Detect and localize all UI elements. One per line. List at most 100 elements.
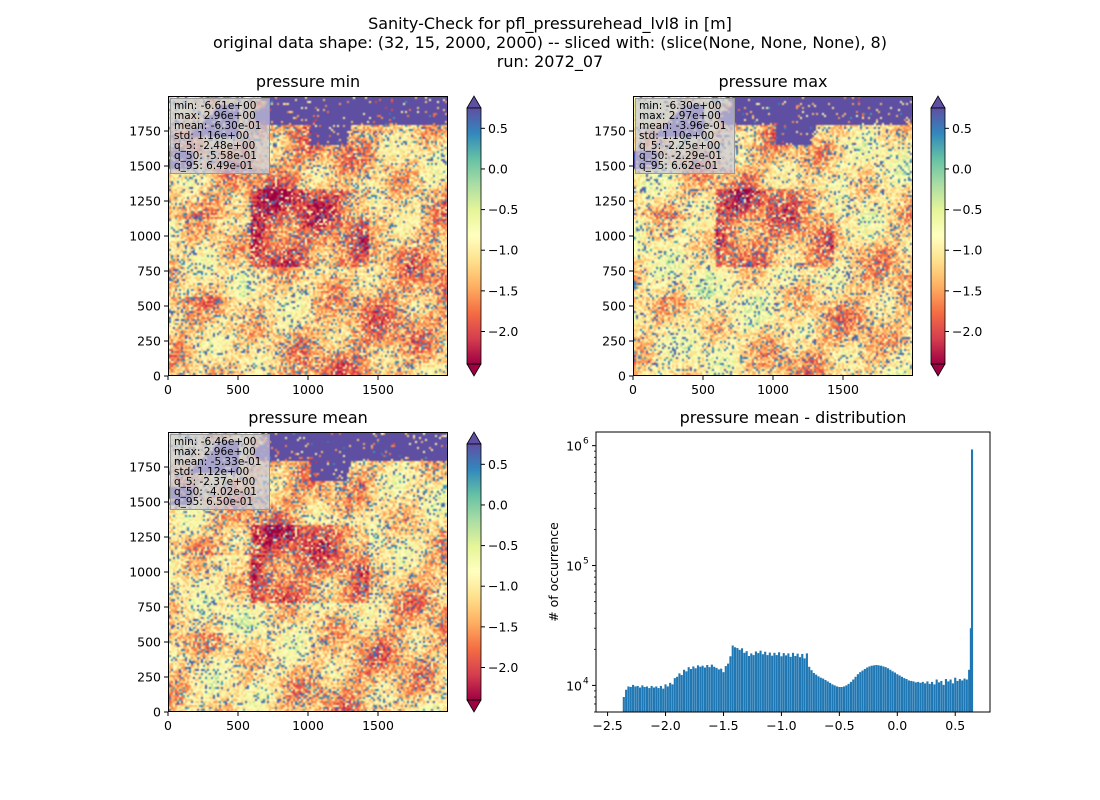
histogram-bar	[657, 688, 660, 712]
x-tick-label: 500	[226, 382, 250, 397]
histogram-bar	[645, 686, 649, 712]
stat-max: max: 2.96e+00	[174, 446, 256, 458]
histogram-bar	[754, 651, 757, 712]
histogram-bar	[919, 682, 922, 712]
colorbar	[930, 107, 946, 365]
histogram-bar	[873, 665, 876, 712]
subplot-title-pressure-mean: pressure mean	[248, 408, 368, 427]
histogram-bar	[912, 681, 915, 712]
stat-q50: q_50: -5.58e-01	[174, 150, 257, 162]
histogram-bar	[961, 680, 964, 712]
histogram-bar	[954, 677, 957, 712]
histogram-bar	[678, 673, 681, 712]
histogram-bar	[854, 676, 857, 712]
histogram-bar	[875, 664, 878, 712]
x-tick-label: 0	[629, 382, 637, 397]
stat-q95: q_95: 6.49e-01	[174, 160, 254, 172]
histogram-bar	[641, 685, 644, 712]
y-tick-label: 1750	[129, 460, 161, 475]
figure-title: Sanity-Check for pfl_pressurehead_lvl8 i…	[0, 14, 1100, 71]
histogram-bar	[900, 676, 903, 712]
colorbar-tick-label: −0.5	[952, 202, 982, 217]
histogram-bar	[926, 681, 929, 712]
subplot-title-pressure-min: pressure min	[255, 72, 361, 91]
y-tick-label: 10	[566, 439, 582, 454]
colorbar-extend-top	[930, 95, 946, 109]
histogram-bar	[750, 653, 753, 712]
histogram-bar	[824, 679, 827, 712]
histogram-bar	[965, 679, 968, 712]
heatmap-pressure-max: min: -6.30e+00 max: 2.97e+00 mean: -3.96…	[633, 96, 913, 376]
colorbar-tick-label: 0.5	[952, 121, 972, 136]
histogram-bar	[632, 684, 635, 712]
histogram-bar	[773, 652, 776, 712]
y-tick-label: 1500	[129, 159, 161, 174]
histogram-bar	[963, 678, 966, 712]
histogram-bar	[671, 684, 674, 712]
stat-q50: q_50: -2.29e-01	[639, 150, 722, 162]
colorbar-tick-label: 0.5	[488, 121, 508, 136]
histogram-bar	[775, 655, 778, 712]
histogram-bar	[650, 685, 653, 712]
y-tick-label: 1500	[594, 159, 626, 174]
histogram-bar	[655, 686, 658, 712]
histogram-bar	[817, 676, 820, 712]
histogram-bar	[687, 667, 690, 712]
histogram-bar	[676, 676, 679, 712]
histogram-bar	[789, 656, 792, 712]
y-axis-label: # of occurrence	[546, 522, 561, 622]
histogram-bar	[970, 449, 974, 712]
histogram-bar	[819, 677, 822, 712]
histogram-bar	[866, 667, 869, 712]
histogram-bar	[701, 665, 704, 712]
histogram-bar	[706, 664, 709, 712]
histogram-bar	[625, 689, 628, 712]
histogram-bar	[717, 669, 720, 712]
y-tick-label: 1250	[129, 530, 161, 545]
y-tick-label: 0	[618, 369, 626, 384]
histogram-bar	[689, 669, 693, 712]
colorbar-tick-label: −2.0	[488, 324, 518, 339]
x-tick-label: 1000	[292, 382, 324, 397]
y-tick-label: 250	[137, 334, 161, 349]
colorbar	[466, 443, 482, 701]
colorbar-extend-top	[466, 431, 482, 445]
colorbar-tick-label: −2.0	[952, 324, 982, 339]
colorbar-tick-label: −1.0	[488, 579, 518, 594]
subplot-title-distribution: pressure mean - distribution	[679, 408, 907, 427]
figure-title-line-3: run: 2072_07	[496, 52, 604, 71]
histogram-bar	[838, 686, 841, 712]
histogram-bar	[708, 667, 711, 712]
y-tick-label: 250	[137, 670, 161, 685]
stats-box-pressure-min: min: -6.61e+00 max: 2.96e+00 mean: -6.30…	[170, 98, 270, 174]
histogram-bar	[903, 678, 906, 712]
histogram-bar	[951, 683, 954, 712]
x-tick-label: 1500	[362, 718, 394, 733]
x-tick-label: −2.5	[592, 718, 622, 733]
histogram-bar	[831, 684, 834, 712]
histogram-bar	[798, 657, 802, 712]
y-tick-label: 750	[137, 264, 161, 279]
histogram-bar	[924, 683, 927, 712]
histogram-bar	[810, 670, 813, 712]
x-tick-label: 1500	[362, 382, 394, 397]
x-tick-label: 1500	[827, 382, 859, 397]
x-tick-label: 500	[226, 718, 250, 733]
stat-mean: mean: -3.96e-01	[639, 120, 727, 132]
histogram-bar	[727, 663, 730, 712]
histogram-bar	[796, 653, 799, 712]
colorbar-tick-label: −2.0	[488, 660, 518, 675]
histogram-bar	[944, 679, 948, 712]
histogram-bar	[696, 665, 700, 712]
histogram-bar	[715, 667, 718, 712]
stat-q5: q_5: -2.25e+00	[639, 140, 721, 152]
colorbar-tick-label: −1.5	[952, 283, 982, 298]
colorbar-extend-bottom	[466, 699, 482, 713]
histogram-bar	[703, 667, 706, 712]
histogram-bar	[801, 653, 804, 712]
histogram-bar	[666, 686, 669, 712]
histogram-bar	[942, 684, 945, 712]
stats-box-pressure-mean: min: -6.46e+00 max: 2.96e+00 mean: -5.33…	[170, 434, 270, 510]
histogram-bar	[880, 665, 883, 712]
